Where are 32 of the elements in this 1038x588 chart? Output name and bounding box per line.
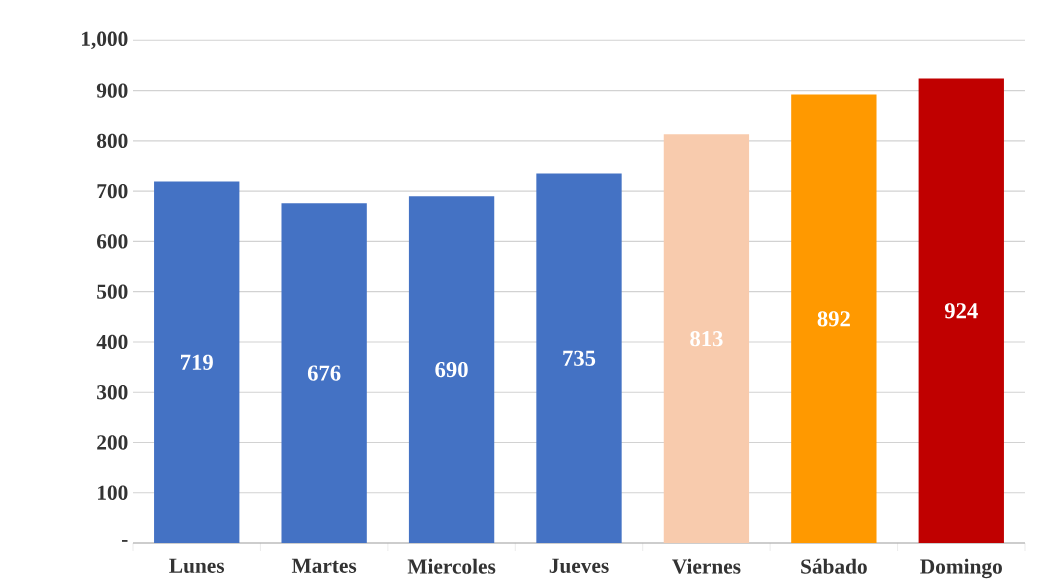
y-tick-label: 900 [96,83,128,98]
y-tick-label: 800 [97,133,128,149]
bar [663,134,750,543]
x-tick-label: Domingo [920,558,1002,579]
data-label: 735 [563,350,596,366]
data-label: 813 [690,331,723,347]
bar [791,94,877,543]
y-tick-label: - [121,540,128,542]
y-tick-label: 300 [97,385,128,400]
y-tick-label: 600 [97,234,128,249]
data-label: 924 [944,303,978,319]
y-tick-label: 400 [96,334,128,350]
bar [536,173,622,543]
data-label: 690 [435,361,468,378]
data-label: 719 [181,354,213,370]
x-tick-label: Lunes [169,558,225,573]
x-tick-label: Jueves [549,558,609,573]
y-tick-label: 1,000 [82,31,128,50]
bar [281,203,367,543]
y-tick-label: 500 [97,284,128,299]
bar [154,181,240,543]
data-label: 676 [307,365,341,381]
y-tick-label: 100 [98,485,128,500]
bar [408,196,495,543]
x-tick-label: Martes [291,558,357,573]
y-tick-label: 700 [97,183,128,199]
y-tick-label: 200 [97,435,128,450]
data-label: 892 [817,311,850,327]
bar [918,78,1004,543]
x-tick-label: Miercoles [407,558,496,574]
x-tick-label: Viernes [672,558,741,574]
x-tick-label: Sábado [801,558,867,574]
